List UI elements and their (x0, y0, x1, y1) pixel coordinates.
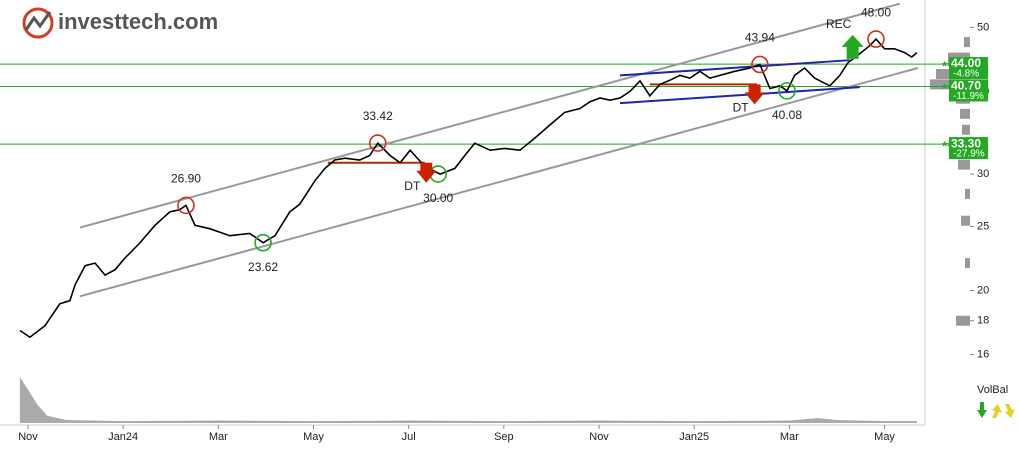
level-change: -27.9% (953, 149, 985, 160)
volume-profile-bar (965, 258, 970, 269)
level-label: 40.70 (951, 79, 981, 93)
annotation-label: 30.00 (423, 191, 453, 205)
price-line (19, 37, 918, 339)
x-tick-label: May (303, 431, 324, 443)
x-tick-label: Mar (209, 431, 228, 443)
volbal-label: VolBal (977, 384, 1008, 396)
signal-label: REC (826, 17, 852, 31)
x-tick-label: May (874, 431, 895, 443)
signal-label: DT (404, 179, 421, 193)
x-tick-label: Jul (402, 431, 416, 443)
annotation-label: 48.00 (861, 5, 891, 19)
trend-line (619, 59, 850, 77)
volume-profile-bar (960, 108, 970, 119)
level-change: -11.9% (953, 91, 984, 102)
level-mark: *** (942, 139, 958, 154)
y-tick-label: 30 (977, 168, 989, 180)
volume-profile-bar (956, 315, 970, 326)
x-tick-label: Mar (780, 431, 799, 443)
volume-profile-bar (964, 37, 970, 48)
volbal-icon (977, 402, 987, 418)
y-tick-label: 16 (977, 348, 989, 360)
volume-profile-bar (961, 215, 970, 226)
y-tick-label: 50 (977, 21, 989, 33)
x-tick-label: Nov (18, 431, 38, 443)
signal-arrow (744, 84, 765, 105)
level-label: 33.30 (951, 136, 981, 150)
level-box (949, 79, 988, 102)
level-label: 44.00 (951, 56, 981, 70)
turning-point (254, 233, 272, 252)
x-tick-label: Jan24 (108, 431, 138, 443)
annotation-label: 33.42 (363, 109, 393, 123)
trend-line (619, 86, 860, 105)
trend-line (79, 2, 901, 229)
volbal-icon (992, 404, 1002, 418)
turning-point (867, 30, 885, 48)
y-tick-label: 20 (977, 284, 989, 296)
level-box (949, 137, 988, 160)
signal-arrow (416, 162, 437, 183)
logo-icon (24, 11, 52, 31)
turning-point (177, 196, 195, 215)
level-mark: *** (942, 59, 958, 74)
turning-point (778, 82, 796, 100)
signal-arrow (841, 34, 864, 59)
annotation-label: 43.94 (745, 31, 775, 45)
level-change: -4.8% (953, 69, 979, 80)
turning-point (751, 55, 769, 74)
signal-label: DT (733, 101, 750, 115)
turning-point (368, 134, 387, 152)
x-tick-label: Sep (494, 431, 514, 443)
x-tick-label: Jan25 (679, 431, 709, 443)
logo: investtech.com (22, 7, 218, 39)
level-box (949, 57, 988, 80)
volume-profile-bar (958, 159, 970, 170)
volume-area (19, 377, 917, 423)
annotation-label: 40.08 (772, 108, 802, 122)
volbal-icon (1005, 404, 1015, 418)
y-tick-label: 18 (977, 315, 989, 327)
volume-profile-bar (965, 188, 970, 199)
y-tick-label: 25 (977, 220, 989, 232)
annotation-label: 26.90 (171, 172, 201, 186)
volbal-icons (977, 402, 1015, 418)
x-tick-label: Nov (589, 431, 609, 443)
annotation-label: 23.62 (248, 260, 278, 274)
logo-text: investtech.com (58, 9, 218, 34)
level-mark: *** (942, 81, 958, 96)
trend-line (79, 67, 919, 298)
logo-icon (22, 7, 54, 39)
volume-profile-bar (962, 124, 970, 135)
